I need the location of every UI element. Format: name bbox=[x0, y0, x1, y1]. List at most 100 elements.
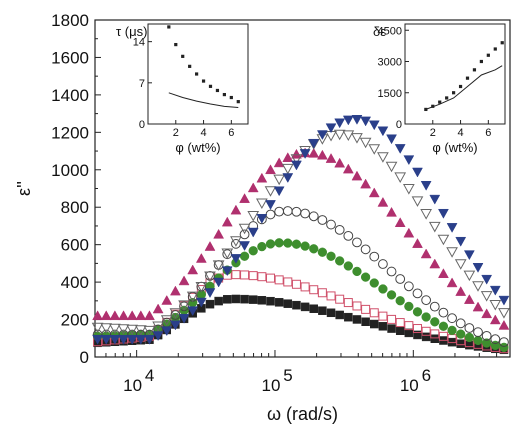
data-point bbox=[481, 331, 492, 341]
data-point bbox=[421, 332, 431, 342]
data-point bbox=[369, 251, 380, 262]
data-point bbox=[283, 238, 293, 248]
data-point bbox=[117, 324, 130, 335]
data-point bbox=[387, 314, 397, 324]
data-series bbox=[92, 115, 510, 345]
data-point bbox=[369, 308, 379, 318]
data-point bbox=[411, 196, 424, 207]
inset-delta-epsilon-line bbox=[425, 65, 503, 110]
data-point bbox=[274, 298, 284, 307]
data-point bbox=[386, 290, 397, 300]
data-point bbox=[230, 254, 242, 264]
data-point bbox=[351, 115, 363, 125]
data-point bbox=[325, 123, 337, 134]
data-point bbox=[247, 227, 259, 238]
data-point bbox=[351, 170, 363, 181]
data-point bbox=[274, 206, 285, 217]
data-point bbox=[291, 279, 301, 289]
inset-delta-epsilon-x-label: φ (wt%) bbox=[432, 140, 477, 155]
inset-tau-point bbox=[188, 64, 192, 68]
data-point bbox=[481, 274, 493, 285]
data-point bbox=[464, 332, 475, 343]
data-point bbox=[239, 229, 250, 240]
data-point bbox=[498, 319, 510, 330]
data-point bbox=[231, 270, 241, 280]
data-point bbox=[430, 334, 440, 343]
data-point bbox=[498, 295, 510, 306]
data-point bbox=[430, 329, 440, 339]
data-point bbox=[318, 306, 327, 315]
y-tick-label: 200 bbox=[61, 311, 89, 330]
data-point bbox=[368, 187, 380, 198]
inset-delta-epsilon-point bbox=[452, 91, 456, 95]
y-tick-label: 1200 bbox=[51, 123, 89, 142]
data-point bbox=[472, 301, 484, 312]
y-tick-label: 1800 bbox=[51, 11, 89, 30]
data-point bbox=[135, 310, 147, 321]
data-point bbox=[438, 321, 449, 331]
data-point bbox=[421, 326, 431, 336]
data-point bbox=[413, 330, 422, 340]
data-point bbox=[481, 308, 493, 319]
data-point bbox=[195, 297, 207, 308]
data-point bbox=[195, 252, 207, 263]
data-point bbox=[118, 334, 129, 345]
data-point bbox=[420, 248, 432, 259]
series-group bbox=[91, 115, 510, 355]
data-point bbox=[213, 228, 225, 239]
data-point bbox=[212, 260, 225, 271]
data-point bbox=[91, 322, 104, 334]
data-point bbox=[472, 263, 484, 273]
inset-tau-point bbox=[174, 42, 178, 47]
data-point bbox=[204, 288, 216, 298]
data-point bbox=[360, 272, 371, 282]
data-point bbox=[368, 144, 381, 155]
data-point bbox=[387, 324, 396, 333]
x-tick-label-exponent: 6 bbox=[422, 366, 431, 385]
data-point bbox=[446, 247, 458, 258]
data-point bbox=[499, 342, 509, 352]
data-point bbox=[308, 147, 320, 158]
data-point bbox=[161, 294, 173, 305]
data-point bbox=[490, 334, 501, 345]
data-point bbox=[455, 318, 466, 329]
data-point bbox=[274, 238, 284, 248]
data-point bbox=[152, 331, 164, 342]
data-point bbox=[326, 291, 336, 301]
data-point bbox=[386, 206, 397, 217]
data-point bbox=[248, 271, 258, 281]
data-point bbox=[100, 334, 112, 345]
data-point bbox=[257, 272, 267, 282]
inset-delta-epsilon-y-label: δε bbox=[373, 24, 386, 39]
data-point bbox=[221, 216, 233, 227]
data-point bbox=[187, 306, 199, 317]
inset-tau: 0 7 14 2 4 6 φ (wt%) τ (μs) bbox=[116, 23, 249, 155]
data-point bbox=[308, 138, 320, 149]
data-point bbox=[377, 152, 389, 163]
x-axis-label: ω (rad/s) bbox=[267, 404, 338, 424]
data-point bbox=[473, 335, 483, 346]
data-point bbox=[412, 324, 422, 334]
data-point bbox=[360, 116, 372, 127]
data-point bbox=[464, 323, 475, 333]
main-plot: 0200400600800100012001400160018001041051… bbox=[14, 11, 511, 424]
data-point bbox=[420, 209, 432, 220]
data-series bbox=[92, 206, 509, 347]
data-point bbox=[205, 299, 215, 309]
data-point bbox=[403, 227, 415, 238]
data-series bbox=[92, 147, 510, 330]
inset-tau-x-tick-label: 2 bbox=[173, 127, 179, 139]
data-point bbox=[429, 194, 441, 205]
data-point bbox=[187, 264, 199, 275]
data-point bbox=[239, 241, 250, 251]
data-point bbox=[231, 238, 241, 249]
data-point bbox=[438, 331, 448, 341]
data-point bbox=[126, 324, 139, 336]
data-point bbox=[454, 259, 467, 270]
x-tick-label: 106 bbox=[400, 366, 431, 395]
data-point bbox=[143, 325, 156, 337]
data-point bbox=[402, 184, 415, 195]
data-point bbox=[126, 334, 138, 345]
data-point bbox=[169, 320, 181, 331]
